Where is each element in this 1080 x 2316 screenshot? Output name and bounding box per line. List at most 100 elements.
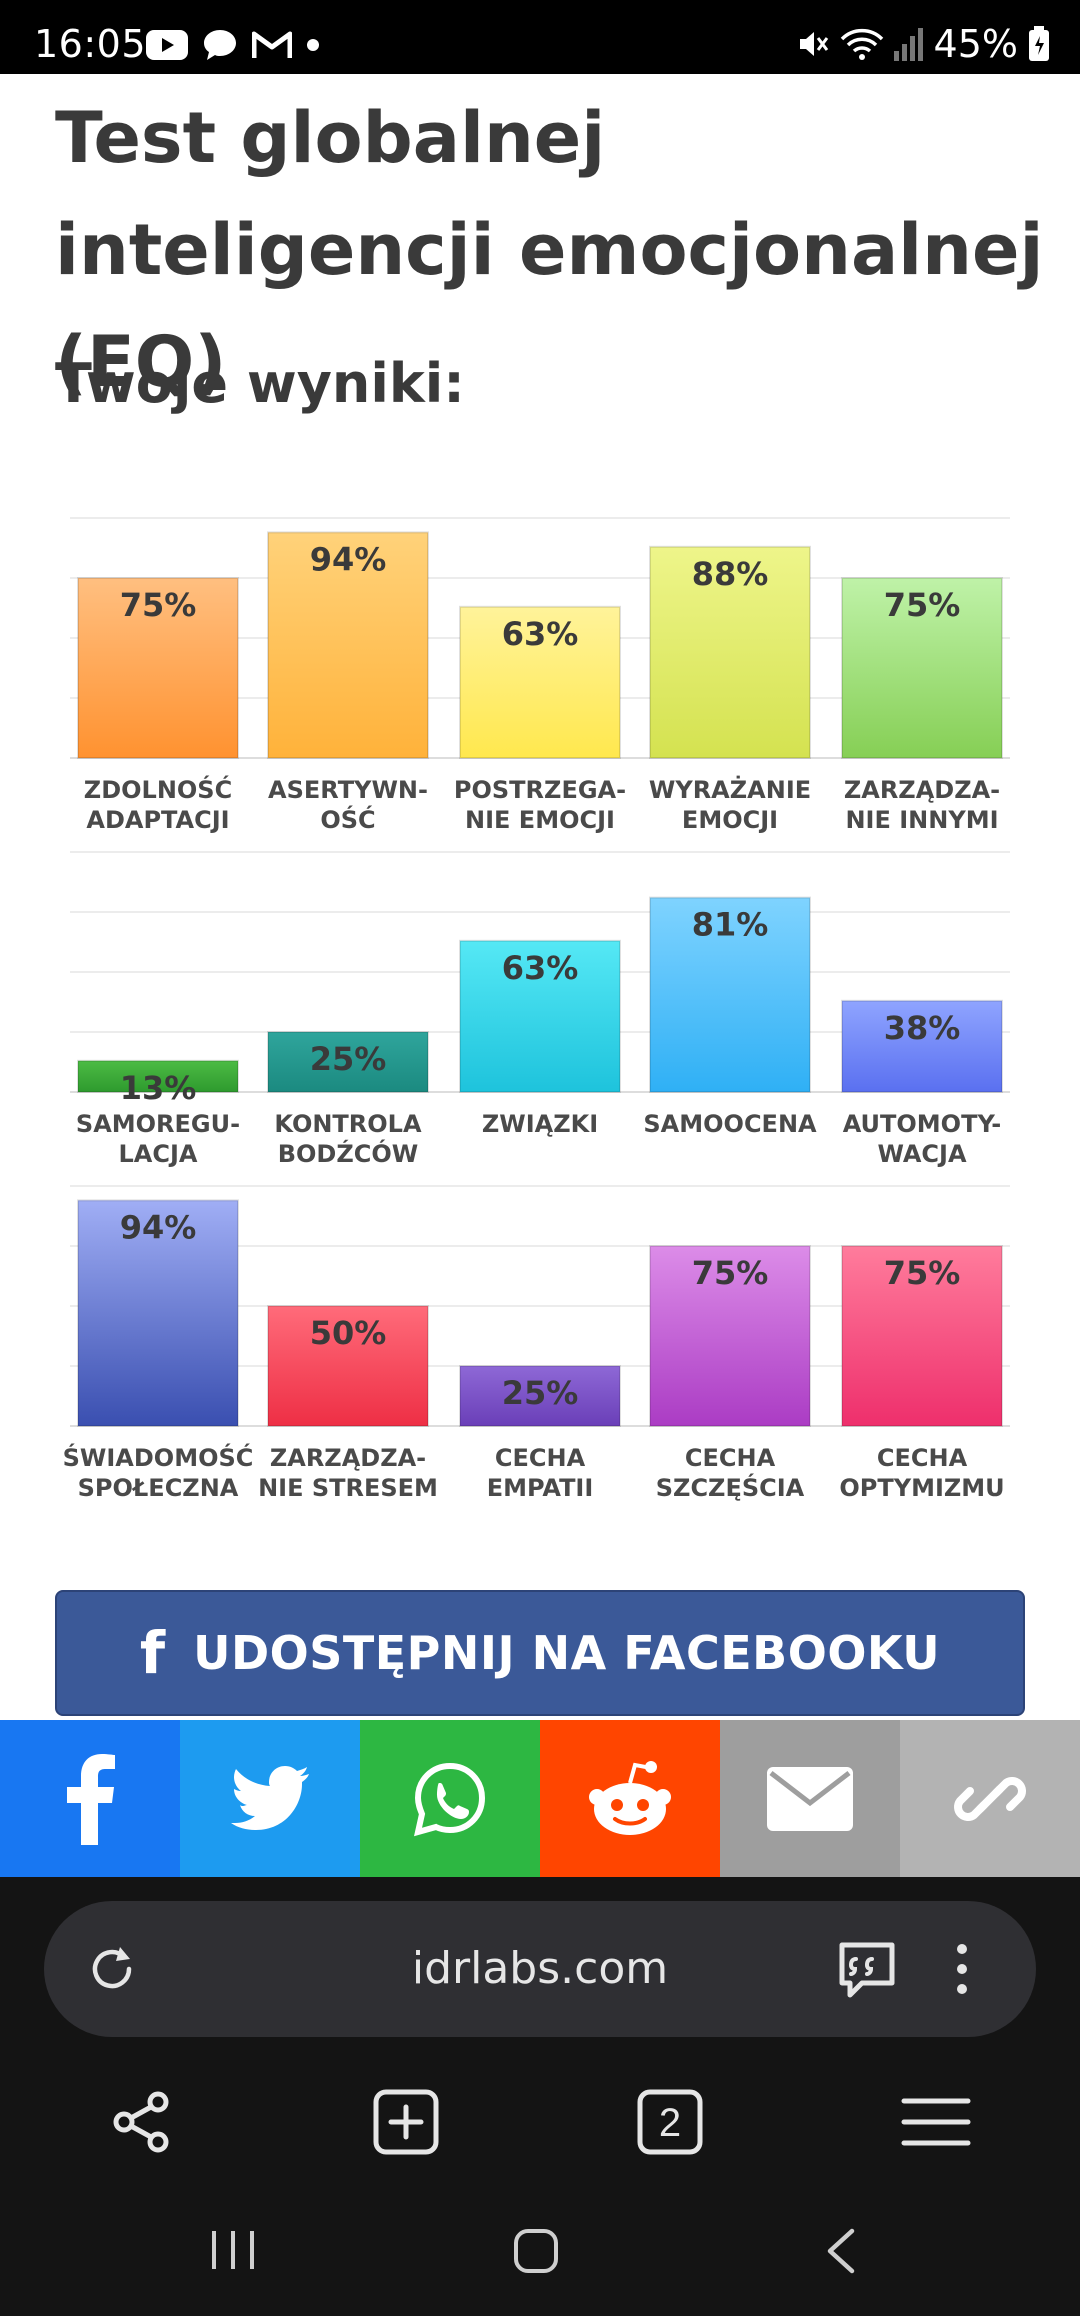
results-heading: Twoje wyniki:	[55, 352, 465, 415]
facebook-f-icon: f	[139, 1619, 166, 1687]
whatsapp-icon	[413, 1762, 486, 1836]
signal-icon	[893, 28, 923, 61]
category-label: OŚĆ	[320, 804, 375, 834]
gmail-icon	[252, 31, 292, 58]
bar	[267, 531, 429, 760]
system-nav-bar	[0, 2217, 1080, 2316]
category-label: ZDOLNOŚĆ	[84, 774, 232, 804]
category-label: NIE INNYMI	[845, 806, 998, 834]
bar	[267, 1305, 429, 1427]
new-tab-button[interactable]	[356, 2067, 456, 2177]
category-label: BODŹCÓW	[278, 1138, 419, 1168]
mute-icon	[799, 32, 828, 56]
category-label: ZARZĄDZA-	[270, 1444, 426, 1472]
system-icons: 45%	[796, 22, 1050, 66]
category-label: NIE STRESEM	[258, 1474, 438, 1502]
data-label: 88%	[692, 555, 769, 593]
data-label: 75%	[120, 586, 197, 624]
address-bar[interactable]: idrlabs.com	[44, 1901, 1036, 2037]
share-link-button[interactable]	[900, 1720, 1080, 1877]
category-label: SPOŁECZNA	[78, 1474, 239, 1502]
data-label: 94%	[120, 1208, 197, 1246]
category-label: ZARZĄDZA-	[844, 776, 1000, 804]
category-label: AUTOMOTY-	[843, 1110, 1002, 1138]
data-label: 81%	[692, 906, 769, 944]
category-label: POSTRZEGA-	[454, 776, 626, 804]
category-label: SAMOREGU-	[76, 1110, 240, 1138]
bar	[267, 1031, 429, 1093]
data-label: 63%	[502, 615, 579, 653]
page-title: Test globalnej inteligencji emocjonalnej…	[55, 97, 1044, 403]
reddit-icon	[589, 1760, 671, 1835]
bar	[77, 1199, 239, 1428]
back-icon[interactable]	[822, 2227, 858, 2275]
url-text[interactable]: idrlabs.com	[411, 1943, 669, 1994]
data-label: 63%	[502, 949, 579, 987]
more-options-icon[interactable]	[952, 1941, 972, 1997]
share-whatsapp-button[interactable]	[360, 1720, 540, 1877]
share-email-button[interactable]	[720, 1720, 900, 1877]
category-label: OPTYMIZMU	[839, 1474, 1004, 1502]
data-label: 25%	[310, 1040, 387, 1078]
bar	[459, 1365, 621, 1427]
wifi-icon	[840, 28, 883, 60]
category-label: KONTROLA	[274, 1110, 422, 1138]
bar	[841, 1245, 1003, 1427]
notification-icons	[146, 28, 320, 62]
category-label: WACJA	[877, 1140, 967, 1168]
share-facebook-button[interactable]	[0, 1720, 180, 1877]
battery-icon	[1029, 26, 1049, 61]
category-label: CECHA	[495, 1444, 586, 1472]
chat-icon	[204, 30, 236, 60]
category-label: EMOCJI	[682, 806, 778, 834]
category-label: SAMOOCENA	[643, 1110, 817, 1138]
data-label: 38%	[884, 1009, 961, 1047]
tabs-button[interactable]: 2	[620, 2067, 720, 2177]
category-label: ŚWIADOMOŚĆ	[63, 1442, 254, 1472]
bar	[77, 577, 239, 759]
tab-count: 2	[659, 2101, 681, 2145]
share-page-button[interactable]	[92, 2067, 192, 2177]
category-label: NIE EMOCJI	[465, 806, 615, 834]
share-on-facebook-button[interactable]: f UDOSTĘPNIJ NA FACEBOOKU	[55, 1590, 1025, 1716]
bar	[841, 577, 1003, 759]
battery-level: 45%	[933, 22, 1018, 66]
link-icon	[954, 1776, 1026, 1821]
bar	[649, 545, 811, 759]
reader-mode-icon[interactable]	[836, 1939, 898, 2001]
menu-icon	[901, 2098, 971, 2146]
share-icon	[113, 2091, 169, 2153]
home-icon[interactable]	[512, 2227, 560, 2275]
category-label: ADAPTACJI	[86, 806, 229, 834]
data-label: 75%	[692, 1254, 769, 1292]
category-label: CECHA	[685, 1444, 776, 1472]
twitter-icon	[231, 1765, 309, 1830]
browser-chrome: idrlabs.com 2	[0, 1877, 1080, 2316]
browser-toolbar: 2	[0, 2067, 1080, 2177]
bar	[459, 939, 621, 1093]
email-icon	[767, 1766, 853, 1831]
bar	[459, 605, 621, 759]
reload-icon[interactable]	[86, 1943, 138, 1995]
category-label: ASERTYWN-	[268, 776, 428, 804]
category-label: SZCZĘŚCIA	[656, 1472, 805, 1502]
category-label: LACJA	[119, 1140, 198, 1168]
category-label: ZWIĄZKI	[482, 1110, 598, 1138]
data-label: 50%	[310, 1314, 387, 1352]
share-on-facebook-label: UDOSTĘPNIJ NA FACEBOOKU	[193, 1626, 941, 1680]
bar	[77, 1059, 239, 1093]
recent-apps-icon[interactable]	[210, 2227, 256, 2273]
share-bar	[0, 1720, 1080, 1877]
data-label: 13%	[120, 1069, 197, 1107]
tabs-icon: 2	[637, 2089, 703, 2155]
bar	[649, 896, 811, 1093]
status-bar: 16:05 45%	[0, 0, 1080, 74]
browser-menu-button[interactable]	[886, 2067, 986, 2177]
category-label: EMPATII	[487, 1474, 594, 1502]
facebook-icon	[67, 1753, 115, 1845]
share-reddit-button[interactable]	[540, 1720, 720, 1877]
data-label: 25%	[502, 1374, 579, 1412]
share-twitter-button[interactable]	[180, 1720, 360, 1877]
